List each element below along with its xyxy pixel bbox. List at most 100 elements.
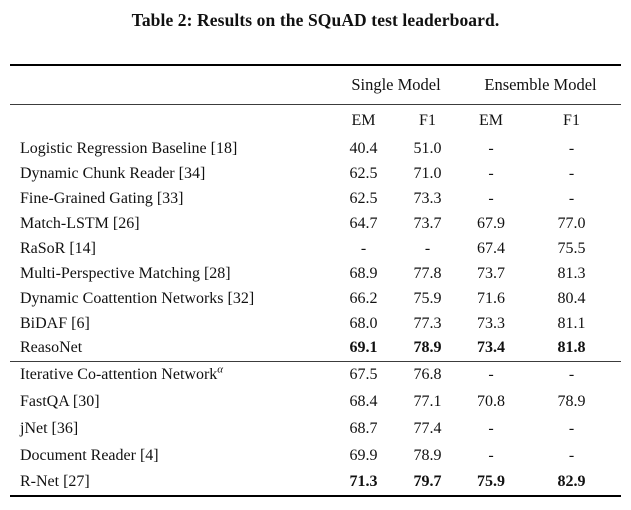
table-row: Dynamic Chunk Reader [34] 62.5 71.0 - - xyxy=(10,161,621,186)
metric-header-single-f1: F1 xyxy=(419,111,436,129)
table-row: R-Net [27] 71.3 79.7 75.9 82.9 xyxy=(10,469,621,496)
group-header-row: Single Model Ensemble Model xyxy=(10,65,621,105)
metric-value-cell: 62.5 xyxy=(349,164,378,182)
group-header-single-model: Single Model xyxy=(332,65,460,105)
metric-header-single-em: EM xyxy=(351,111,376,129)
table-row: FastQA [30] 68.4 77.1 70.8 78.9 xyxy=(10,388,621,415)
table-row: ReasoNet 69.1 78.9 73.4 81.8 xyxy=(10,336,621,361)
metric-value-cell: 67.4 xyxy=(477,239,505,257)
table-row: Dynamic Coattention Networks [32] 66.2 75.… xyxy=(10,286,621,311)
model-column-spacer xyxy=(10,65,332,105)
table-row: Document Reader [4] 69.9 78.9 - - xyxy=(10,442,621,469)
model-name-cell: Match-LSTM [26] xyxy=(20,214,140,232)
table-section-published: Logistic Regression Baseline [18] 40.4 51.… xyxy=(10,136,621,361)
metric-value-cell: 71.3 xyxy=(349,473,378,490)
metric-value-cell: 81.3 xyxy=(557,264,586,282)
table-row: Match-LSTM [26] 64.7 73.7 67.9 77.0 xyxy=(10,211,621,236)
table-caption: Table 2: Results on the SQuAD test leade… xyxy=(131,10,500,30)
model-name-superscript: α xyxy=(217,363,224,376)
model-name-cell: Logistic Regression Baseline [18] xyxy=(20,139,238,157)
table-row: Logistic Regression Baseline [18] 40.4 51.… xyxy=(10,136,621,161)
model-name-cell: jNet [36] xyxy=(20,419,79,437)
table-row: RaSoR [14] - - 67.4 75.5 xyxy=(10,236,621,261)
metric-value-cell: 77.1 xyxy=(413,392,442,410)
metric-value-cell: - xyxy=(488,446,494,464)
model-name-cell: Document Reader [4] xyxy=(20,446,159,464)
metric-value-cell: 70.8 xyxy=(477,392,505,410)
model-name-cell: ReasoNet xyxy=(20,339,83,357)
model-name-cell: RaSoR [14] xyxy=(20,239,96,257)
metric-value-cell: 81.1 xyxy=(557,314,586,332)
metric-value-cell: 68.7 xyxy=(349,419,378,437)
metric-header-ensemble-em: EM xyxy=(479,111,503,129)
model-name-cell: Dynamic Chunk Reader [34] xyxy=(20,164,206,182)
metric-value-cell: - xyxy=(424,239,431,257)
paper-table-figure: Table 2: Results on the SQuAD test leade… xyxy=(0,9,631,497)
metric-value-cell: 62.5 xyxy=(349,189,378,207)
group-header-ensemble-model: Ensemble Model xyxy=(460,65,621,105)
metric-value-cell: - xyxy=(568,189,575,207)
metric-value-cell: 73.3 xyxy=(413,189,442,207)
metric-value-cell: 67.5 xyxy=(349,365,378,383)
model-column-spacer xyxy=(10,105,332,137)
metric-value-cell: - xyxy=(488,365,494,383)
metric-value-cell: 51.0 xyxy=(413,139,442,157)
metric-value-cell: 77.3 xyxy=(413,314,442,332)
metric-value-cell: - xyxy=(568,446,575,464)
metric-value-cell: - xyxy=(488,189,494,207)
results-table: Single Model Ensemble Model EM F1 EM F1 … xyxy=(10,64,621,497)
table-section-unpublished: Iterative Co-attention Networkα 67.5 76.8 -… xyxy=(10,361,621,496)
table-row: BiDAF [6] 68.0 77.3 73.3 81.1 xyxy=(10,311,621,336)
metric-value-cell: 77.8 xyxy=(413,264,442,282)
metric-value-cell: 77.4 xyxy=(413,419,442,437)
metric-header-row: EM F1 EM F1 xyxy=(10,105,621,137)
metric-value-cell: 71.6 xyxy=(477,289,505,307)
model-name-cell: R-Net [27] xyxy=(20,473,90,490)
metric-value-cell: 78.9 xyxy=(413,446,442,464)
metric-value-cell: 78.9 xyxy=(413,339,442,357)
model-name-cell: FastQA [30] xyxy=(20,392,100,410)
metric-value-cell: 73.4 xyxy=(477,339,505,357)
metric-value-cell: 64.7 xyxy=(349,214,378,232)
metric-value-cell: 78.9 xyxy=(557,392,586,410)
table-row: Fine-Grained Gating [33] 62.5 73.3 - - xyxy=(10,186,621,211)
metric-value-cell: 75.5 xyxy=(557,239,586,257)
metric-value-cell: - xyxy=(568,139,575,157)
metric-header-ensemble-f1: F1 xyxy=(563,111,580,129)
metric-value-cell: - xyxy=(488,419,494,437)
metric-value-cell: 73.7 xyxy=(477,264,505,282)
metric-value-cell: 68.0 xyxy=(349,314,378,332)
metric-value-cell: 69.9 xyxy=(349,446,378,464)
metric-value-cell: 71.0 xyxy=(413,164,442,182)
metric-value-cell: - xyxy=(488,164,494,182)
metric-value-cell: 81.8 xyxy=(557,339,586,357)
metric-value-cell: 69.1 xyxy=(349,339,378,357)
model-name-cell: BiDAF [6] xyxy=(20,314,90,332)
metric-value-cell: 82.9 xyxy=(557,473,586,490)
metric-value-cell: 73.7 xyxy=(413,214,442,232)
metric-value-cell: 80.4 xyxy=(557,289,586,307)
model-name-cell: Multi-Perspective Matching [28] xyxy=(20,264,231,282)
model-name-cell: Fine-Grained Gating [33] xyxy=(20,189,184,207)
table-row: Iterative Co-attention Networkα 67.5 76.8 -… xyxy=(10,361,621,388)
metric-value-cell: 79.7 xyxy=(413,473,442,490)
metric-value-cell: 73.3 xyxy=(477,314,505,332)
table-row: jNet [36] 68.7 77.4 - - xyxy=(10,415,621,442)
metric-value-cell: - xyxy=(488,139,494,157)
metric-value-cell: 76.8 xyxy=(413,365,442,383)
metric-value-cell: 75.9 xyxy=(413,289,442,307)
table-header: Single Model Ensemble Model EM F1 EM F1 xyxy=(10,65,621,136)
model-name-cell: Iterative Co-attention Networkα xyxy=(20,363,224,383)
metric-value-cell: 67.9 xyxy=(477,214,505,232)
metric-value-cell: 68.4 xyxy=(349,392,378,410)
metric-value-cell: - xyxy=(360,239,367,257)
metric-value-cell: - xyxy=(568,419,575,437)
metric-value-cell: 40.4 xyxy=(349,139,378,157)
metric-value-cell: 66.2 xyxy=(349,289,378,307)
metric-value-cell: 75.9 xyxy=(477,473,505,490)
metric-value-cell: - xyxy=(568,365,575,383)
table-row: Multi-Perspective Matching [28] 68.9 77.8 7… xyxy=(10,261,621,286)
model-name-cell: Dynamic Coattention Networks [32] xyxy=(20,289,255,307)
metric-value-cell: - xyxy=(568,164,575,182)
metric-value-cell: 77.0 xyxy=(557,214,586,232)
